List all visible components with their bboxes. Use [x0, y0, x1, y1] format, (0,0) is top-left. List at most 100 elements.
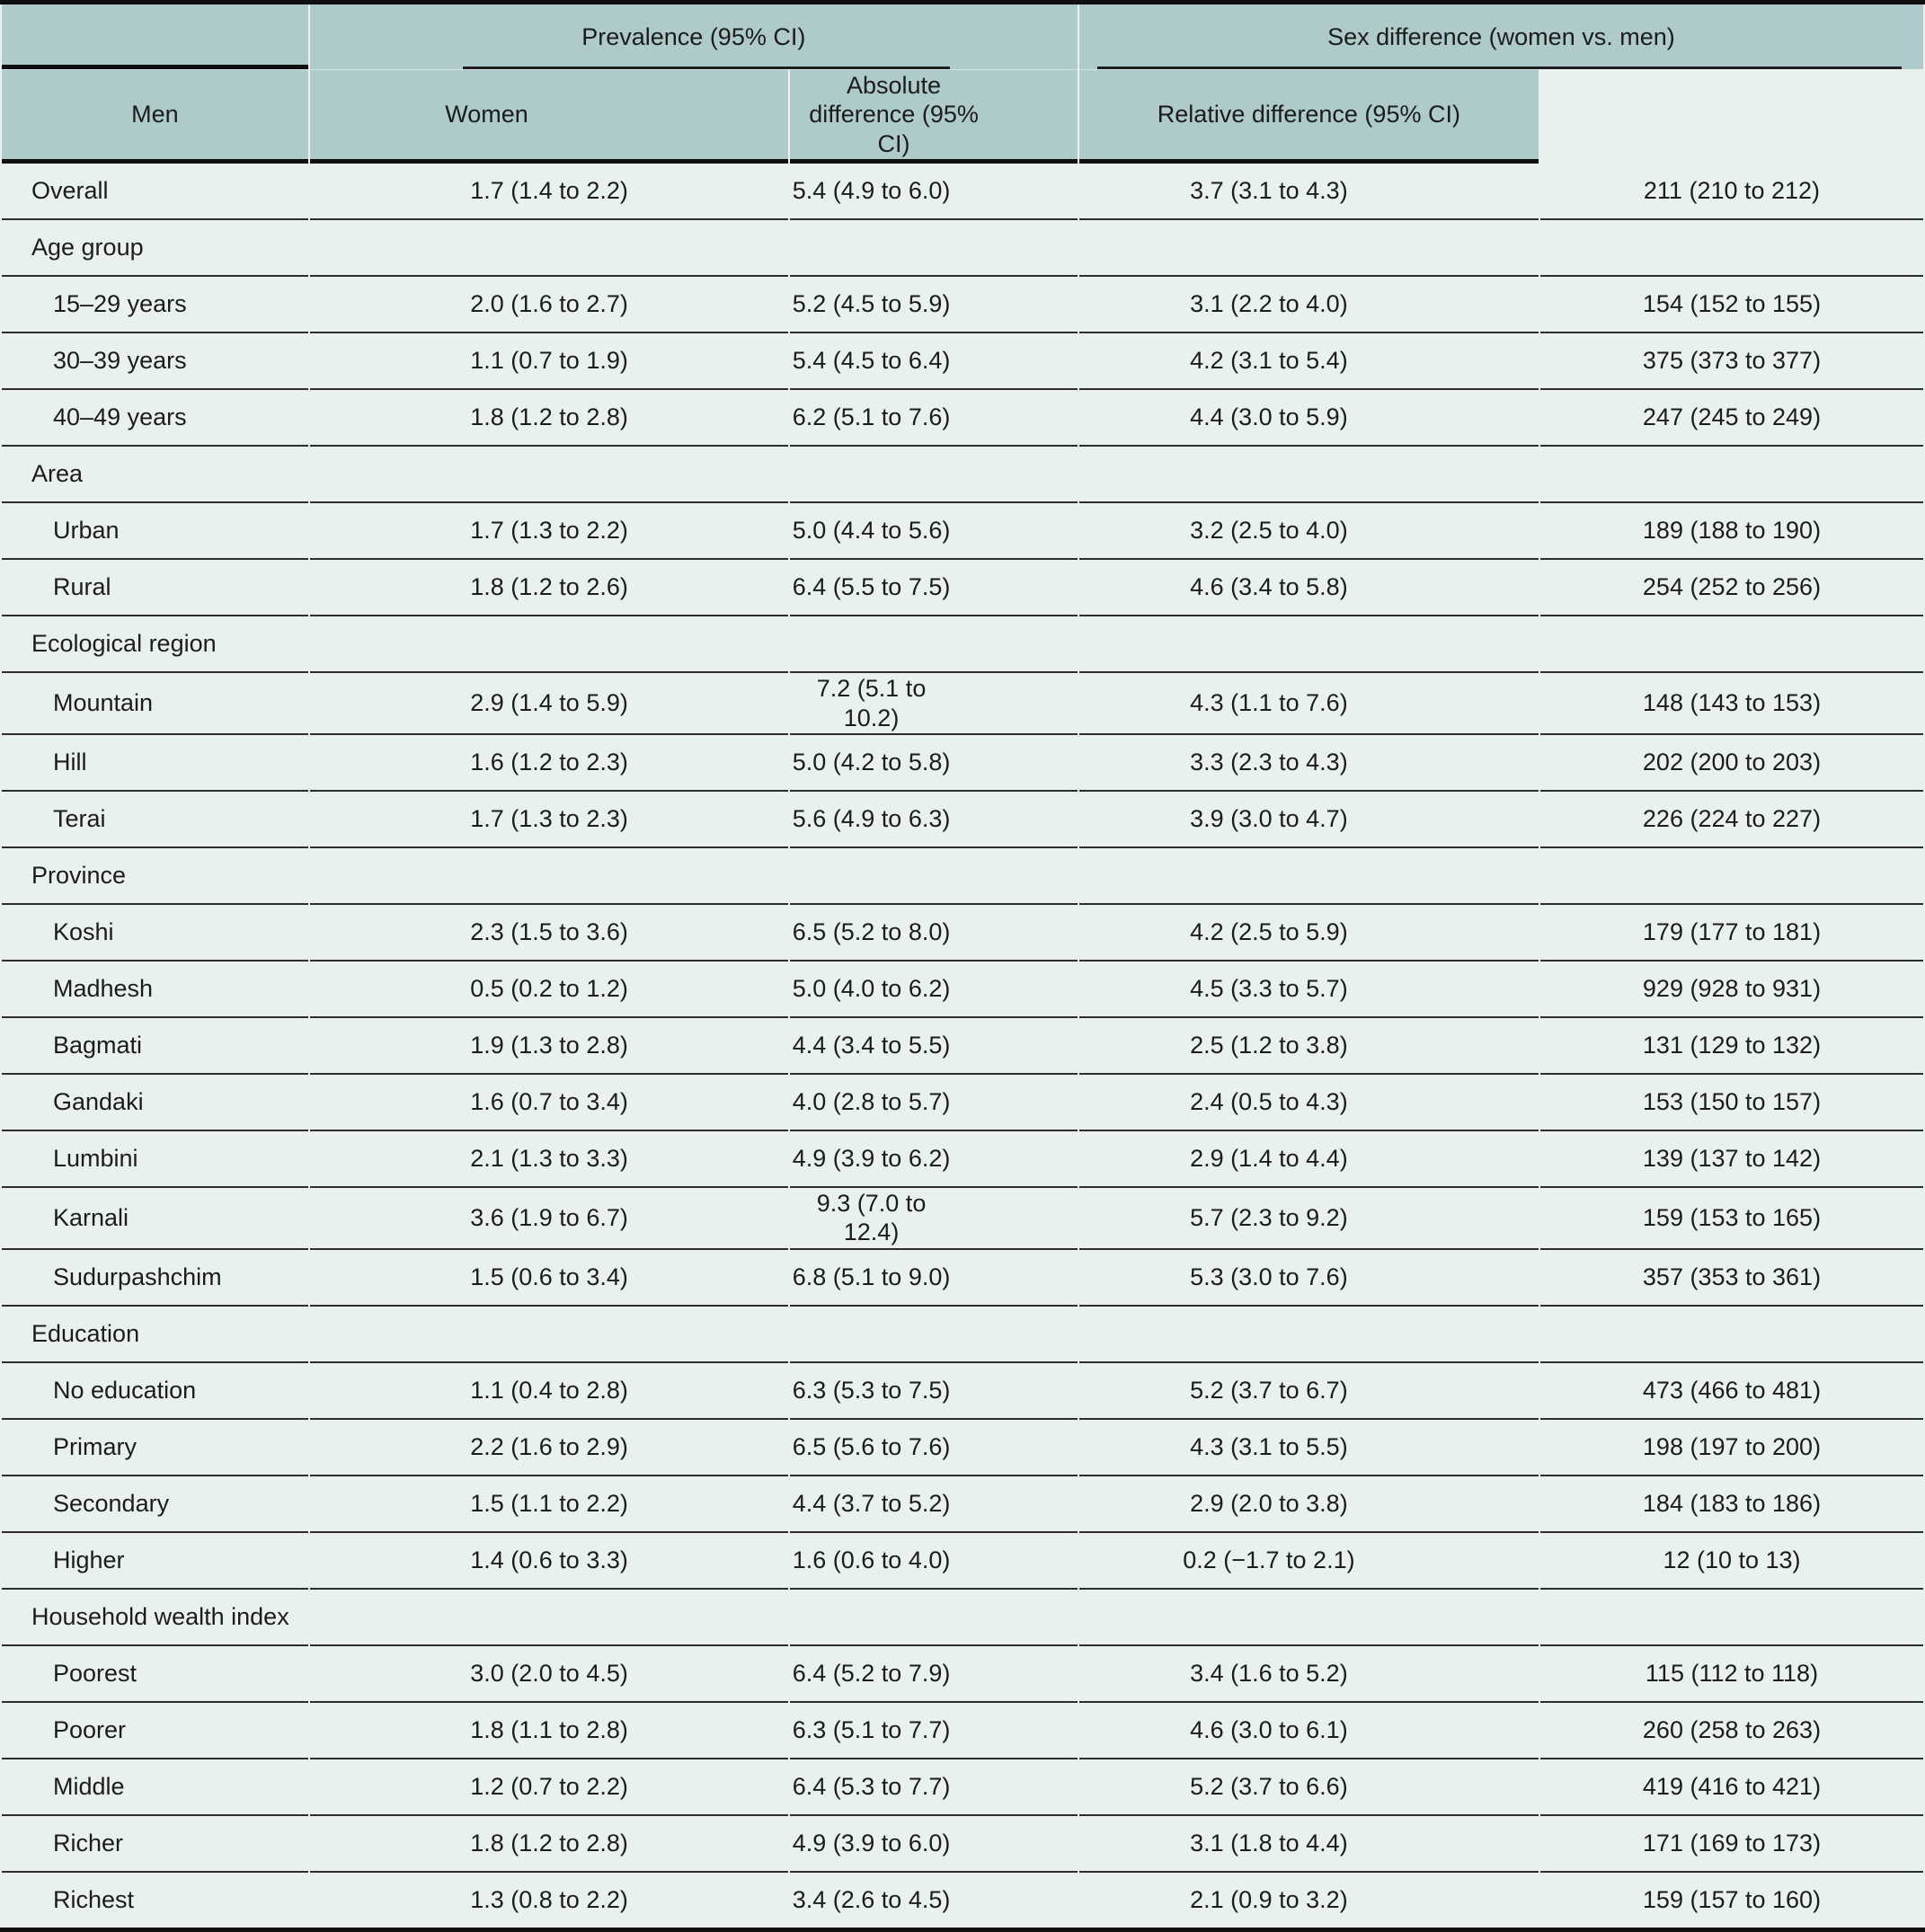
row-terai: Terai 1.7 (1.3 to 2.3) 5.6 (4.9 to 6.3) 3.9…	[2, 791, 1923, 848]
absolute-difference-value: 3.1 (1.8 to 4.4)	[1078, 1815, 1539, 1873]
absolute-difference-value: 4.2 (2.5 to 5.9)	[1078, 904, 1539, 962]
women-value: 6.5 (5.6 to 7.6)	[790, 1419, 1078, 1476]
spacer-cell	[790, 616, 1078, 674]
column-header-relative-difference: Relative difference (95% CI)	[1078, 69, 1539, 164]
row-bagmati: Bagmati 1.9 (1.3 to 2.8) 4.4 (3.4 to 5.5) 2…	[2, 1017, 1923, 1075]
relative-difference-value: 12 (10 to 13)	[1539, 1532, 1923, 1590]
women-value: 6.3 (5.1 to 7.7)	[790, 1702, 1078, 1759]
women-value: 4.4 (3.4 to 5.5)	[790, 1017, 1078, 1075]
row-label: Sudurpashchim	[2, 1249, 308, 1307]
women-value: 7.2 (5.1 to 10.2)	[790, 673, 1078, 735]
row-label: 40–49 years	[2, 390, 308, 448]
row-no-education: No education 1.1 (0.4 to 2.8) 6.3 (5.3 to …	[2, 1362, 1923, 1420]
women-value: 6.3 (5.3 to 7.5)	[790, 1362, 1078, 1420]
sub-header-row: Men Women Absolute difference (95% CI) R…	[2, 69, 1923, 164]
row-richest: Richest 1.3 (0.8 to 2.2) 3.4 (2.6 to 4.5) 2…	[2, 1872, 1923, 1928]
relative-difference-value: 202 (200 to 203)	[1539, 734, 1923, 792]
men-value: 2.2 (1.6 to 2.9)	[309, 1419, 789, 1476]
row-gandaki: Gandaki 1.6 (0.7 to 3.4) 4.0 (2.8 to 5.7) 2…	[2, 1074, 1923, 1131]
row-poorer: Poorer 1.8 (1.1 to 2.8) 6.3 (5.1 to 7.7) 4.…	[2, 1702, 1923, 1759]
row-label: Hill	[2, 734, 308, 792]
absolute-difference-value: 2.9 (1.4 to 4.4)	[1078, 1130, 1539, 1188]
spacer-cell	[790, 1589, 1078, 1646]
absolute-difference-value: 5.2 (3.7 to 6.6)	[1078, 1759, 1539, 1816]
women-value: 5.0 (4.4 to 5.6)	[790, 503, 1078, 561]
spacer-cell	[1078, 847, 1539, 905]
women-value: 5.2 (4.5 to 5.9)	[790, 277, 1078, 334]
spacer-cell	[1539, 847, 1923, 905]
group-underline	[462, 66, 950, 69]
section-row-education: Education	[2, 1306, 1923, 1363]
relative-difference-value: 131 (129 to 132)	[1539, 1017, 1923, 1075]
row-label: Rural	[2, 560, 308, 617]
women-value: 5.0 (4.0 to 6.2)	[790, 961, 1078, 1018]
spacer-cell	[1078, 220, 1539, 278]
spacer-cell	[1078, 1306, 1539, 1363]
women-value: 5.6 (4.9 to 6.3)	[790, 791, 1078, 848]
row-poorest: Poorest 3.0 (2.0 to 4.5) 6.4 (5.2 to 7.9) 3…	[2, 1645, 1923, 1703]
men-value: 1.1 (0.4 to 2.8)	[309, 1362, 789, 1420]
row-middle: Middle 1.2 (0.7 to 2.2) 6.4 (5.3 to 7.7) 5.…	[2, 1759, 1923, 1816]
women-value: 5.0 (4.2 to 5.8)	[790, 734, 1078, 792]
men-value: 1.5 (1.1 to 2.2)	[309, 1476, 789, 1533]
section-label: Education	[2, 1306, 308, 1363]
row-urban: Urban 1.7 (1.3 to 2.2) 5.0 (4.4 to 5.6) 3.2…	[2, 503, 1923, 561]
relative-difference-value: 260 (258 to 263)	[1539, 1702, 1923, 1759]
row-label: Poorest	[2, 1645, 308, 1703]
absolute-difference-value: 2.9 (2.0 to 3.8)	[1078, 1476, 1539, 1533]
column-group-sex-difference: Sex difference (women vs. men)	[1078, 4, 1923, 69]
column-group-sex-difference-label: Sex difference (women vs. men)	[1327, 22, 1675, 50]
section-label: Area	[2, 447, 308, 504]
section-label: Province	[2, 847, 308, 905]
spacer-cell	[1078, 616, 1539, 674]
table-header: Prevalence (95% CI) Sex difference (wome…	[2, 4, 1923, 164]
spacer-cell	[1539, 447, 1923, 504]
absolute-difference-value: 5.7 (2.3 to 9.2)	[1078, 1187, 1539, 1250]
row-secondary: Secondary 1.5 (1.1 to 2.2) 4.4 (3.7 to 5.2…	[2, 1476, 1923, 1533]
men-value: 2.1 (1.3 to 3.3)	[309, 1130, 789, 1188]
absolute-difference-value: 3.4 (1.6 to 5.2)	[1078, 1645, 1539, 1703]
row-label: No education	[2, 1362, 308, 1420]
women-value: 6.4 (5.2 to 7.9)	[790, 1645, 1078, 1703]
women-value: 6.4 (5.5 to 7.5)	[790, 560, 1078, 617]
row-label: Poorer	[2, 1702, 308, 1759]
women-value: 3.4 (2.6 to 4.5)	[790, 1872, 1078, 1928]
absolute-difference-value: 4.6 (3.0 to 6.1)	[1078, 1702, 1539, 1759]
row-overall: Overall 1.7 (1.4 to 2.2) 5.4 (4.9 to 6.0) 3…	[2, 164, 1923, 221]
relative-difference-value: 179 (177 to 181)	[1539, 904, 1923, 962]
relative-difference-value: 184 (183 to 186)	[1539, 1476, 1923, 1533]
spacer-cell	[790, 1306, 1078, 1363]
absolute-difference-value: 2.1 (0.9 to 3.2)	[1078, 1872, 1539, 1928]
group-underline	[1096, 66, 1902, 69]
table-body: Overall 1.7 (1.4 to 2.2) 5.4 (4.9 to 6.0) 3…	[2, 164, 1923, 1928]
section-row-province: Province	[2, 847, 1923, 905]
women-value: 5.4 (4.5 to 6.4)	[790, 333, 1078, 391]
women-value: 1.6 (0.6 to 4.0)	[790, 1532, 1078, 1590]
section-row-ecological-region: Ecological region	[2, 616, 1923, 674]
spacer-cell	[790, 847, 1078, 905]
men-value: 1.9 (1.3 to 2.8)	[309, 1017, 789, 1075]
absolute-difference-value: 3.9 (3.0 to 4.7)	[1078, 791, 1539, 848]
section-row-household-wealth-index: Household wealth index	[2, 1589, 1923, 1646]
row-hill: Hill 1.6 (1.2 to 2.3) 5.0 (4.2 to 5.8) 3.3 …	[2, 734, 1923, 792]
relative-difference-value: 357 (353 to 361)	[1539, 1249, 1923, 1307]
row-label: Urban	[2, 503, 308, 561]
row-label: Richer	[2, 1815, 308, 1873]
corner-cell	[2, 4, 308, 69]
spacer-cell	[309, 1589, 789, 1646]
row-primary: Primary 2.2 (1.6 to 2.9) 6.5 (5.6 to 7.6) 4…	[2, 1419, 1923, 1476]
spacer-cell	[790, 220, 1078, 278]
men-value: 2.3 (1.5 to 3.6)	[309, 904, 789, 962]
relative-difference-value: 929 (928 to 931)	[1539, 961, 1923, 1018]
spacer-cell	[1539, 616, 1923, 674]
column-group-prevalence: Prevalence (95% CI)	[309, 4, 1078, 69]
row-rural: Rural 1.8 (1.2 to 2.6) 6.4 (5.5 to 7.5) 4.6…	[2, 560, 1923, 617]
row-mountain: Mountain 2.9 (1.4 to 5.9) 7.2 (5.1 to 10.2…	[2, 673, 1923, 735]
spacer-cell	[790, 447, 1078, 504]
row-label: Secondary	[2, 1476, 308, 1533]
column-group-prevalence-label: Prevalence (95% CI)	[581, 22, 806, 50]
row-label: Primary	[2, 1419, 308, 1476]
row-label: Bagmati	[2, 1017, 308, 1075]
relative-difference-value: 473 (466 to 481)	[1539, 1362, 1923, 1420]
